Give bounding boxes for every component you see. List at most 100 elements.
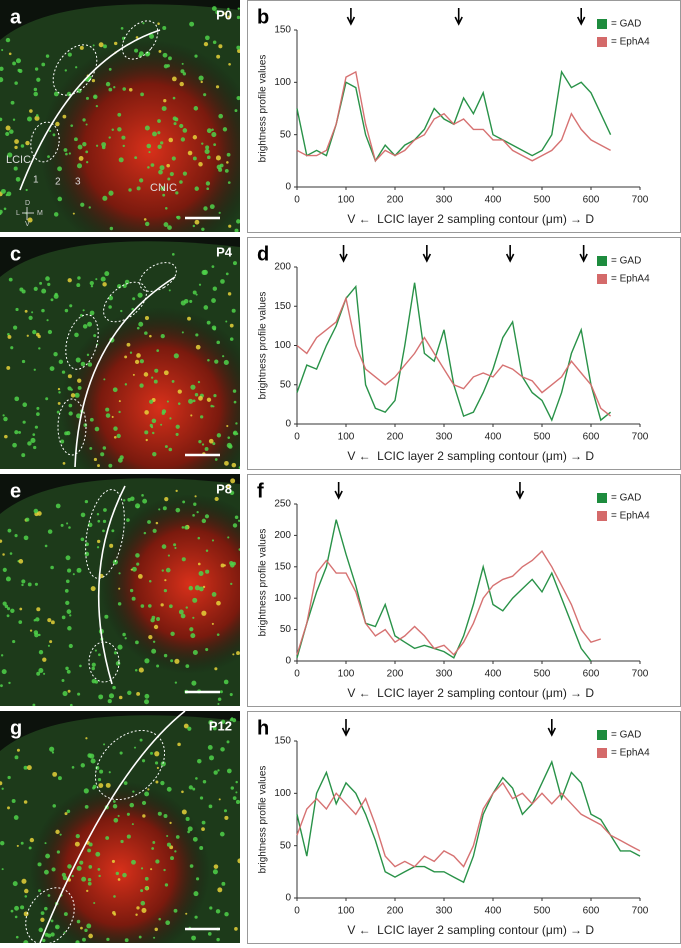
x-tick-label: 200 (387, 906, 404, 917)
cell (35, 617, 40, 622)
cell (166, 64, 170, 68)
cell (131, 823, 134, 826)
x-tick-label: 300 (436, 195, 453, 206)
cell (21, 878, 27, 884)
cell (167, 225, 172, 230)
cell (214, 458, 218, 461)
cell (204, 514, 210, 519)
cell (164, 496, 169, 502)
cell (176, 215, 179, 219)
cell (169, 417, 172, 420)
cell (1, 48, 4, 52)
cell (216, 433, 222, 438)
cell (188, 398, 194, 404)
cell (10, 909, 14, 913)
cell (135, 553, 140, 558)
cell (0, 77, 4, 83)
cell (172, 96, 176, 100)
cell (226, 483, 231, 489)
cell (36, 406, 40, 410)
cell (1, 669, 7, 675)
cell (45, 276, 50, 281)
cell (21, 453, 26, 458)
cell (103, 743, 106, 746)
cell (217, 702, 220, 706)
cell (220, 719, 226, 724)
cell (61, 872, 66, 877)
cell (174, 117, 179, 122)
legend-label: = EphA4 (611, 748, 650, 759)
cell (231, 462, 237, 468)
orientation-label: D (25, 200, 30, 207)
cell (85, 96, 90, 100)
cell (194, 54, 198, 58)
cell (235, 422, 238, 425)
cell (62, 114, 67, 119)
age-label: P4 (216, 244, 233, 259)
cell (137, 292, 143, 298)
cell (170, 631, 175, 636)
cell (197, 380, 201, 384)
cell (181, 557, 186, 562)
cell (192, 399, 196, 403)
cell (12, 639, 16, 644)
cell (181, 526, 185, 529)
cell (67, 626, 72, 631)
cell (6, 607, 11, 611)
panel-letter: b (257, 6, 269, 28)
cell (207, 358, 210, 362)
cell (97, 464, 100, 468)
cell (18, 430, 22, 434)
cell (203, 305, 209, 310)
cell (28, 315, 33, 320)
cell (50, 565, 54, 570)
cell (34, 582, 38, 586)
cell (23, 800, 28, 804)
cell (112, 685, 116, 690)
chart-frame (247, 711, 681, 944)
cell (14, 534, 18, 538)
cell (7, 775, 11, 780)
cell (122, 87, 127, 91)
cell (118, 587, 121, 590)
cell (34, 425, 38, 429)
cell (141, 494, 144, 497)
cell (155, 780, 159, 784)
cell (218, 798, 221, 801)
cell (148, 634, 153, 640)
cell (173, 543, 177, 547)
cell (189, 627, 194, 632)
cell (112, 800, 116, 803)
cell (64, 308, 69, 313)
cell (205, 648, 209, 652)
cell (60, 523, 64, 527)
cell (80, 202, 85, 207)
cell (87, 881, 92, 886)
cell (2, 553, 5, 556)
x-axis-start: V ← (347, 212, 370, 226)
cell (33, 630, 39, 635)
cell (164, 445, 168, 449)
cell (68, 403, 73, 408)
cell (236, 95, 240, 101)
sampling-region (85, 489, 125, 579)
cell (180, 613, 186, 619)
cell (163, 653, 168, 658)
arrow (346, 8, 356, 26)
cell (234, 109, 238, 113)
cell (234, 228, 239, 232)
cell (213, 770, 218, 775)
cell (233, 400, 237, 404)
cell (227, 7, 230, 11)
cell (158, 169, 163, 175)
cell (168, 137, 174, 143)
cell (111, 415, 114, 418)
cell (160, 423, 163, 426)
cell (216, 937, 220, 942)
cell (183, 723, 189, 729)
cell (122, 872, 127, 878)
cell (33, 286, 38, 291)
cell (224, 169, 229, 173)
cell (58, 359, 64, 365)
cell (24, 888, 29, 894)
